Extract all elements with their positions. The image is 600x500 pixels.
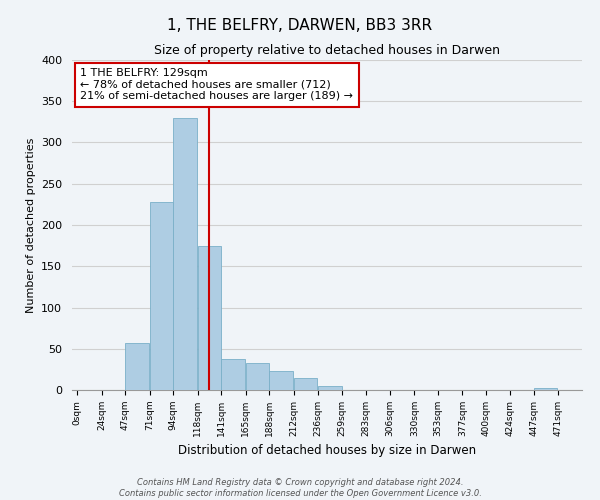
- Bar: [294, 378, 317, 390]
- Bar: [534, 388, 557, 390]
- Bar: [149, 202, 173, 390]
- Bar: [246, 363, 269, 390]
- Y-axis label: Number of detached properties: Number of detached properties: [26, 138, 35, 312]
- Title: Size of property relative to detached houses in Darwen: Size of property relative to detached ho…: [154, 44, 500, 58]
- X-axis label: Distribution of detached houses by size in Darwen: Distribution of detached houses by size …: [178, 444, 476, 458]
- Bar: [125, 343, 149, 390]
- Bar: [269, 371, 293, 390]
- Bar: [173, 118, 197, 390]
- Text: Contains HM Land Registry data © Crown copyright and database right 2024.
Contai: Contains HM Land Registry data © Crown c…: [119, 478, 481, 498]
- Bar: [221, 358, 245, 390]
- Bar: [319, 386, 342, 390]
- Bar: [198, 246, 221, 390]
- Text: 1 THE BELFRY: 129sqm
← 78% of detached houses are smaller (712)
21% of semi-deta: 1 THE BELFRY: 129sqm ← 78% of detached h…: [80, 68, 353, 102]
- Text: 1, THE BELFRY, DARWEN, BB3 3RR: 1, THE BELFRY, DARWEN, BB3 3RR: [167, 18, 433, 32]
